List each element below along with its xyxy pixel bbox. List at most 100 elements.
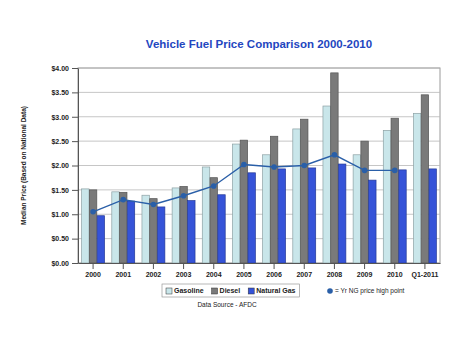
plot-frame: [78, 68, 440, 263]
bar: [263, 155, 270, 263]
marker: [151, 202, 157, 208]
x-tick-label: 2009: [357, 271, 373, 278]
x-tick-label: 2008: [327, 271, 343, 278]
bar: [89, 190, 96, 263]
x-tick-label: 2004: [206, 271, 222, 278]
y-tick-mark: [72, 263, 78, 264]
bar: [210, 178, 217, 263]
bar: [293, 129, 300, 263]
marker: [90, 209, 96, 215]
x-tick: Q1-2011: [411, 263, 438, 279]
annotation: Data Source - AFDC: [197, 301, 257, 308]
y-tick-mark: [72, 239, 78, 240]
x-axis-line: [79, 263, 441, 264]
x-tick: 2007: [296, 263, 312, 278]
x-tick: 2001: [115, 263, 131, 278]
x-tick-label: Q1-2011: [411, 271, 438, 279]
y-tick-mark: [72, 92, 78, 93]
bar: [218, 195, 225, 263]
y-axis-title: Median Price (Based on National Data): [20, 106, 28, 225]
x-tick-label: 2010: [387, 271, 403, 278]
x-tick: 2009: [357, 263, 373, 278]
bar: [361, 141, 368, 263]
x-tick-label: 2002: [146, 271, 162, 278]
legend-swatch: [166, 288, 172, 294]
x-tick-mark: [304, 263, 305, 269]
x-tick-label: 2000: [85, 271, 101, 278]
legend-box: [162, 284, 300, 297]
bar: [142, 195, 149, 263]
bar: [331, 73, 338, 263]
legend-swatch: [248, 288, 254, 294]
y-tick: $4.00: [51, 65, 78, 73]
y-tick-mark: [72, 117, 78, 118]
x-tick-mark: [153, 263, 154, 269]
marker: [211, 183, 217, 189]
marker: [271, 164, 277, 170]
legend: GasolineDieselNatural Gas = Yr NG price h…: [162, 284, 405, 297]
bar: [399, 170, 406, 263]
x-tick-mark: [394, 263, 395, 269]
x-tick-label: 2005: [236, 271, 252, 278]
bar: [120, 192, 127, 263]
x-tick: 2002: [146, 263, 162, 278]
x-tick-mark: [274, 263, 275, 269]
bar: [270, 136, 277, 263]
marker: [241, 162, 247, 168]
bar: [369, 180, 376, 263]
bar: [157, 207, 164, 263]
legend-marker: [327, 288, 333, 294]
bar: [202, 167, 209, 263]
bar: [338, 164, 345, 263]
x-tick: 2006: [266, 263, 282, 278]
x-tick-mark: [334, 263, 335, 269]
x-tick-label: 2007: [296, 271, 312, 278]
y-tick-label: $3.00: [51, 113, 69, 121]
y-tick-label: $4.00: [51, 65, 69, 73]
x-tick-label: 2001: [115, 271, 131, 278]
y-tick: $2.50: [51, 138, 78, 146]
x-tick-mark: [364, 263, 365, 269]
bar: [308, 168, 315, 263]
y-tick-mark: [72, 190, 78, 191]
marker: [362, 168, 368, 174]
bar: [150, 199, 157, 263]
bar: [240, 140, 247, 263]
y-tick: $1.00: [51, 211, 78, 219]
marker: [120, 197, 126, 203]
grid-line: [78, 68, 440, 69]
x-tick-mark: [213, 263, 214, 269]
legend-bars: GasolineDieselNatural Gas: [162, 284, 300, 297]
bar: [323, 106, 330, 263]
bar: [188, 201, 195, 263]
x-tick-label: 2003: [176, 271, 192, 278]
marker: [301, 163, 307, 169]
y-tick: $0.50: [51, 235, 78, 243]
bar-series: [82, 106, 421, 263]
bar: [180, 186, 187, 263]
bar: [248, 173, 255, 263]
bar: [421, 95, 428, 263]
grid-line: [78, 92, 440, 93]
x-tick: 2003: [176, 263, 192, 278]
bar: [97, 216, 104, 263]
bar: [127, 201, 134, 263]
y-tick: $2.00: [51, 162, 78, 170]
x-tick-label: 2006: [266, 271, 282, 278]
y-tick-label: $0.50: [51, 235, 69, 243]
x-tick: 2004: [206, 263, 222, 278]
x-tick-mark: [183, 263, 184, 269]
bar: [391, 118, 398, 263]
plot: $0.00$0.50$1.00$1.50$2.00$2.50$3.00$3.50…: [51, 65, 440, 279]
y-axis: $0.00$0.50$1.00$1.50$2.00$2.50$3.00$3.50…: [51, 65, 78, 268]
x-tick-mark: [424, 263, 425, 269]
y-tick-mark: [72, 214, 78, 215]
y-tick-label: $1.00: [51, 211, 69, 219]
bar: [383, 130, 390, 263]
x-axis: 2000 2001 2002 2003 2004 2005 2006 2007 2008 2009…: [79, 263, 441, 279]
marks: [82, 73, 437, 263]
grid: [78, 68, 440, 263]
legend-label: = Yr NG price high point: [335, 287, 405, 295]
y-tick-label: $2.50: [51, 138, 69, 146]
bar: [232, 144, 239, 263]
